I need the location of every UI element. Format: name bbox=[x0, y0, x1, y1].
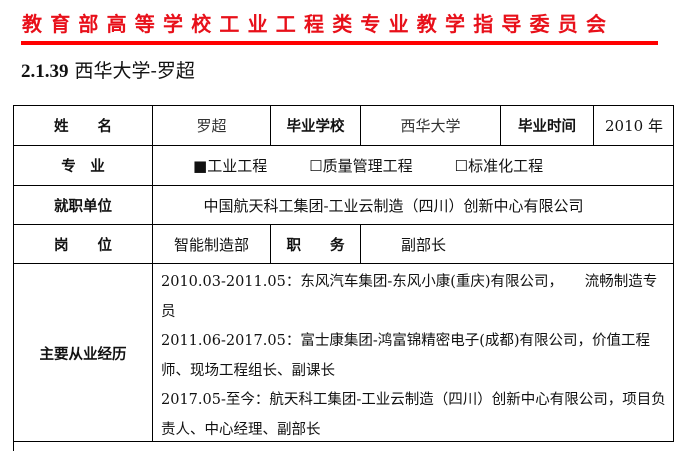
experience-item: 2010.03-2011.05：东风汽车集团-东风小康(重庆)有限公司， 流畅制… bbox=[161, 274, 658, 320]
name-label: 姓 名 bbox=[13, 105, 152, 145]
major-label: 专 业 bbox=[13, 145, 152, 185]
experience-item: 2011.06-2017.05：富士康集团-鸿富锦精密电子(成都)有限公司，价值… bbox=[161, 333, 651, 379]
section-title: 2.1.39 西华大学-罗超 bbox=[21, 56, 195, 83]
post-label: 岗 位 bbox=[13, 224, 152, 263]
next-row-cell bbox=[13, 441, 45, 451]
header-divider bbox=[21, 41, 658, 45]
major-options: ■工业工程 ☐质量管理工程 ☐标准化工程 bbox=[152, 145, 674, 185]
school-label: 毕业学校 bbox=[270, 105, 360, 145]
major-option-standardization[interactable]: ☐标准化工程 bbox=[454, 157, 544, 175]
grad-time-label: 毕业时间 bbox=[500, 105, 593, 145]
employer-value: 中国航天科工集团-工业云制造（四川）创新中心有限公司 bbox=[152, 185, 674, 224]
committee-header: 教育部高等学校工业工程类专业教学指导委员会 bbox=[22, 12, 615, 36]
school-value: 西华大学 bbox=[360, 105, 500, 145]
duty-value: 副部长 bbox=[360, 224, 674, 263]
major-option-quality-management[interactable]: ☐质量管理工程 bbox=[309, 157, 413, 175]
major-option-industrial-engineering[interactable]: ■工业工程 bbox=[193, 157, 268, 175]
employer-label: 就职单位 bbox=[13, 185, 152, 224]
experience-label: 主要从业经历 bbox=[13, 263, 152, 442]
experience-list: 2010.03-2011.05：东风汽车集团-东风小康(重庆)有限公司， 流畅制… bbox=[152, 263, 674, 442]
checkbox-unchecked-icon: ☐ bbox=[454, 157, 469, 175]
experience-item: 2017.05-至今：航天科工集团-工业云制造（四川）创新中心有限公司，项目负责… bbox=[161, 392, 666, 438]
checkbox-unchecked-icon: ☐ bbox=[309, 157, 323, 175]
post-value: 智能制造部 bbox=[152, 224, 270, 263]
duty-label: 职 务 bbox=[270, 224, 360, 263]
section-number: 2.1.39 bbox=[21, 61, 69, 82]
section-name: 西华大学-罗超 bbox=[74, 60, 195, 82]
checkbox-checked-icon: ■ bbox=[193, 157, 208, 175]
name-value: 罗超 bbox=[152, 105, 270, 145]
grad-time-value: 2010 年 bbox=[593, 105, 674, 145]
